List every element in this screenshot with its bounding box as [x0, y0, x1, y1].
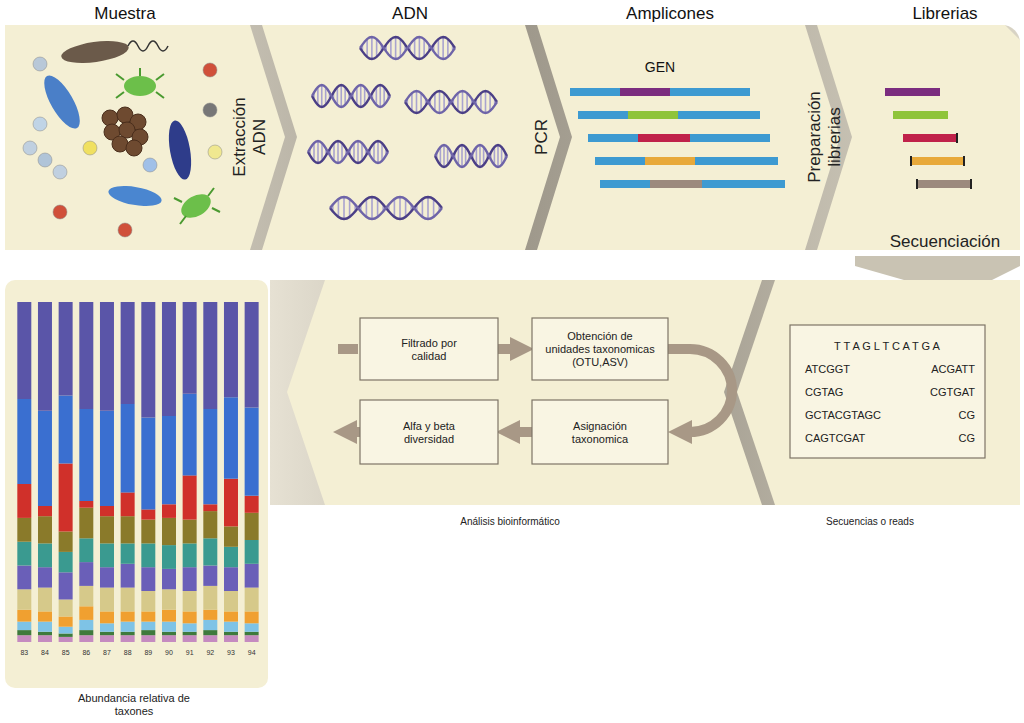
- svg-text:87: 87: [103, 649, 111, 656]
- svg-text:ACGATT: ACGATT: [931, 363, 975, 375]
- svg-text:GEN: GEN: [645, 59, 675, 75]
- svg-text:ATCGGT: ATCGGT: [805, 363, 850, 375]
- svg-text:Alfa y betadiversidad: Alfa y betadiversidad: [403, 420, 456, 445]
- svg-text:CG: CG: [959, 432, 976, 444]
- svg-text:Preparaciónlibrerias: Preparaciónlibrerias: [805, 91, 844, 183]
- svg-text:91: 91: [186, 649, 194, 656]
- svg-text:Secuencias o reads: Secuencias o reads: [826, 516, 914, 527]
- svg-text:Secuenciación: Secuenciación: [890, 232, 1001, 251]
- svg-text:T T A G L T C A T G A: T T A G L T C A T G A: [834, 340, 940, 352]
- svg-text:Filtrado porcalidad: Filtrado porcalidad: [401, 337, 457, 362]
- svg-text:ADN: ADN: [392, 4, 428, 23]
- svg-text:Librerias: Librerias: [912, 4, 977, 23]
- svg-text:92: 92: [206, 649, 214, 656]
- svg-text:CGTAG: CGTAG: [805, 386, 843, 398]
- svg-text:PCR: PCR: [532, 119, 551, 155]
- svg-text:CAGTCGAT: CAGTCGAT: [805, 432, 866, 444]
- svg-text:Asignacióntaxonomica: Asignacióntaxonomica: [572, 420, 629, 445]
- html-text:Abundancia relativa de taxones: Abundancia relativa de taxones: [78, 692, 190, 717]
- svg-text:84: 84: [41, 649, 49, 656]
- svg-text:90: 90: [165, 649, 173, 656]
- svg-text:93: 93: [227, 649, 235, 656]
- svg-text:89: 89: [144, 649, 152, 656]
- svg-text:94: 94: [248, 649, 256, 656]
- svg-text:Muestra: Muestra: [94, 4, 156, 23]
- svg-text:GCTACGTAGC: GCTACGTAGC: [805, 409, 881, 421]
- svg-text:ExtracciónADN: ExtracciónADN: [230, 97, 269, 176]
- svg-text:Obtención deunidades taxonomic: Obtención deunidades taxonomicas(OTU,ASV…: [545, 330, 655, 368]
- svg-text:86: 86: [82, 649, 90, 656]
- svg-text:85: 85: [62, 649, 70, 656]
- svg-text:88: 88: [124, 649, 132, 656]
- svg-text:83: 83: [20, 649, 28, 656]
- svg-text:CGTGAT: CGTGAT: [930, 386, 975, 398]
- svg-text:CG: CG: [959, 409, 976, 421]
- svg-text:Análisis bioinformático: Análisis bioinformático: [460, 516, 560, 527]
- svg-text:Amplicones: Amplicones: [626, 4, 714, 23]
